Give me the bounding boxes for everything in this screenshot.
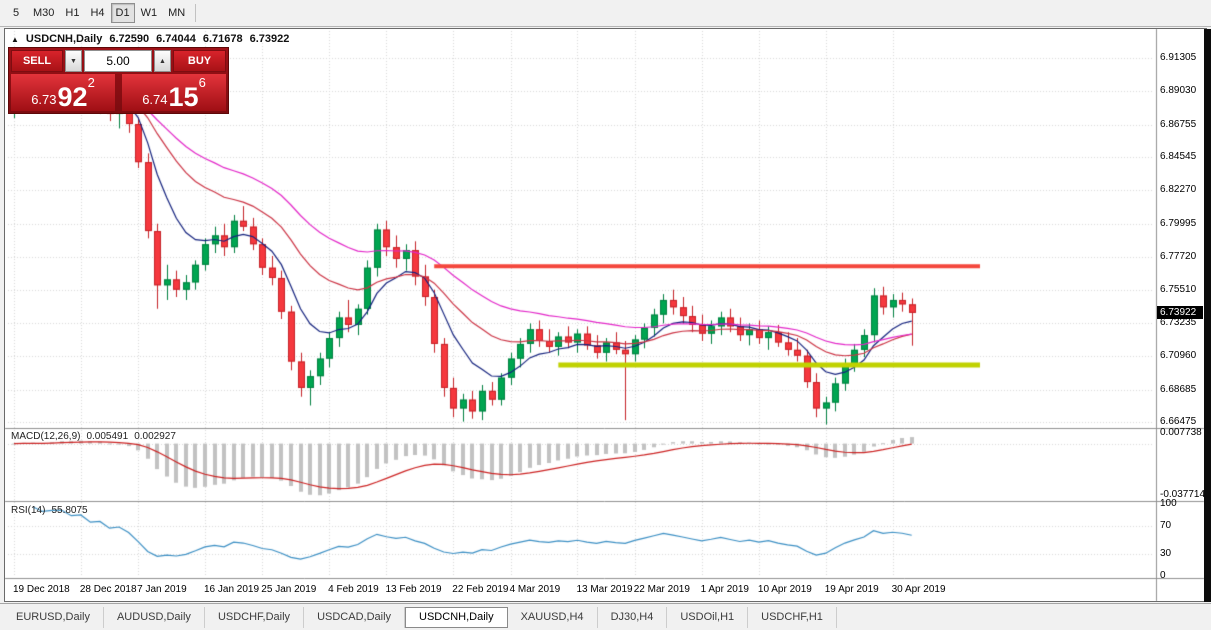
ask-price-pips: 15 xyxy=(168,82,199,113)
date-axis-label: 16 Jan 2019 xyxy=(204,584,260,595)
timeframe-h1[interactable]: H1 xyxy=(60,3,84,23)
ask-price-prefix: 6.74 xyxy=(142,92,168,107)
vertical-scrollbar[interactable] xyxy=(1204,29,1211,602)
current-price-tag: 6.73922 xyxy=(1157,305,1203,319)
date-axis-label: 13 Feb 2019 xyxy=(385,584,442,595)
ask-price-display[interactable]: 6.74 15 6 xyxy=(122,74,226,111)
bid-price-point: 2 xyxy=(87,75,95,90)
macd-signal-value: 0.002927 xyxy=(134,431,176,442)
chart-ohlc-header: ▲ USDCNH,Daily 6.72590 6.74044 6.71678 6… xyxy=(11,33,289,45)
buy-button[interactable]: BUY xyxy=(173,50,226,72)
tab-usdoil-h1[interactable]: USDOil,H1 xyxy=(667,606,749,628)
rsi-name: RSI(14) xyxy=(11,505,46,516)
price-axis-label: 6.89030 xyxy=(1160,85,1197,97)
chart-symbol-label: USDCNH,Daily xyxy=(25,33,103,45)
rsi-axis-label: 70 xyxy=(1160,519,1172,531)
macd-main-value: 0.005491 xyxy=(86,431,129,442)
date-axis-label: 28 Dec 2018 xyxy=(79,584,137,595)
price-axis-label: 6.79995 xyxy=(1160,217,1197,229)
tab-eurusd-daily[interactable]: EURUSD,Daily xyxy=(3,606,104,628)
date-axis-label: 4 Mar 2019 xyxy=(509,584,561,595)
ohlc-open-value: 6.72590 xyxy=(109,33,150,45)
macd-axis-label: -0.037714 xyxy=(1160,488,1206,500)
price-axis-label: 6.91305 xyxy=(1160,52,1197,63)
rsi-axis-label: 100 xyxy=(1160,498,1177,509)
date-axis-label: 22 Mar 2019 xyxy=(633,584,690,595)
date-axis-label: 19 Dec 2018 xyxy=(13,584,70,595)
timeframe-toolbar: 5 M30 H1 H4 D1 W1 MN xyxy=(0,0,1211,27)
price-axis-label: 6.84545 xyxy=(1160,151,1197,163)
price-axis-label: 6.68685 xyxy=(1160,383,1197,395)
one-click-trade-panel: SELL ▼ ▲ BUY 6.73 92 2 6.74 15 6 xyxy=(8,47,229,114)
volume-input[interactable] xyxy=(84,50,152,72)
tab-usdcnh-daily[interactable]: USDCNH,Daily xyxy=(405,606,508,628)
tab-usdcad-daily[interactable]: USDCAD,Daily xyxy=(304,606,406,628)
bid-price-prefix: 6.73 xyxy=(31,92,57,107)
tab-usdchf-h1[interactable]: USDCHF,H1 xyxy=(748,606,837,628)
macd-axis-label: 0.007738 xyxy=(1160,427,1202,439)
price-axis-label: 6.86755 xyxy=(1160,118,1197,130)
timeframe-mn[interactable]: MN xyxy=(163,3,190,23)
rsi-axis-label: 0 xyxy=(1160,570,1166,581)
macd-indicator-label: MACD(12,26,9) 0.005491 0.002927 xyxy=(11,431,176,442)
date-axis-label: 25 Jan 2019 xyxy=(261,584,317,595)
macd-name: MACD(12,26,9) xyxy=(11,431,81,442)
ohlc-close-value: 6.73922 xyxy=(249,33,290,45)
date-axis-label: 7 Jan 2019 xyxy=(137,584,187,595)
date-axis-label: 13 Mar 2019 xyxy=(576,584,633,595)
price-axis-label: 6.73235 xyxy=(1160,316,1197,328)
date-axis-label: 1 Apr 2019 xyxy=(700,584,749,595)
date-axis-label: 10 Apr 2019 xyxy=(757,584,812,595)
date-axis-label: 4 Feb 2019 xyxy=(328,584,379,595)
price-axis-label: 6.75510 xyxy=(1160,283,1197,295)
bid-price-display[interactable]: 6.73 92 2 xyxy=(11,74,115,111)
tab-dj30-h4[interactable]: DJ30,H4 xyxy=(598,606,668,628)
ohlc-high-value: 6.74044 xyxy=(156,33,196,45)
timeframe-w1[interactable]: W1 xyxy=(136,3,163,23)
chart-tab-bar: EURUSD,Daily AUDUSD,Daily USDCHF,Daily USDC… xyxy=(0,603,1211,630)
date-axis-label: 30 Apr 2019 xyxy=(891,584,946,595)
timeframe-5[interactable]: 5 xyxy=(5,3,27,23)
volume-increase-icon[interactable]: ▲ xyxy=(154,50,171,72)
volume-dropdown-icon[interactable]: ▼ xyxy=(65,50,82,72)
timeframe-h4[interactable]: H4 xyxy=(85,3,109,23)
tab-audusd-daily[interactable]: AUDUSD,Daily xyxy=(104,606,205,628)
date-axis-label: 19 Apr 2019 xyxy=(824,584,879,595)
rsi-axis-label: 30 xyxy=(1160,548,1172,560)
timeframe-m30[interactable]: M30 xyxy=(28,3,59,23)
rsi-value: 55.8075 xyxy=(51,505,88,516)
bid-price-pips: 92 xyxy=(57,82,88,113)
trade-panel-quotes: 6.73 92 2 6.74 15 6 xyxy=(11,74,226,111)
price-axis-label: 6.82270 xyxy=(1160,184,1197,196)
symbol-marker-icon: ▲ xyxy=(11,34,19,44)
trade-panel-controls: SELL ▼ ▲ BUY xyxy=(11,50,226,72)
price-axis-label: 6.66475 xyxy=(1160,416,1197,427)
ask-price-point: 6 xyxy=(198,75,206,90)
tab-xauusd-h4[interactable]: XAUUSD,H4 xyxy=(508,606,598,628)
tab-usdchf-daily[interactable]: USDCHF,Daily xyxy=(205,606,305,628)
price-axis-label: 6.70960 xyxy=(1160,350,1197,362)
rsi-indicator-label: RSI(14) 55.8075 xyxy=(11,505,88,516)
timeframe-d1[interactable]: D1 xyxy=(110,3,135,23)
sell-button[interactable]: SELL xyxy=(11,50,63,72)
ohlc-low-value: 6.71678 xyxy=(202,33,243,45)
price-axis-label: 6.77720 xyxy=(1160,251,1197,263)
date-axis-label: 22 Feb 2019 xyxy=(452,584,509,595)
toolbar-separator xyxy=(195,4,197,22)
